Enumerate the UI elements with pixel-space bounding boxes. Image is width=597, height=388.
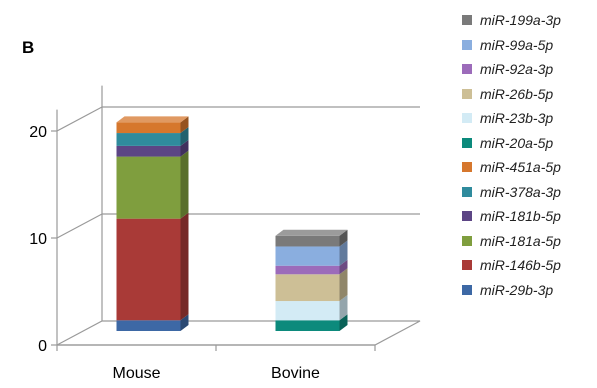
bar-segment-front xyxy=(116,133,181,146)
bar-segment-side xyxy=(180,212,189,321)
bar-top-face xyxy=(116,116,189,123)
legend-swatch xyxy=(462,39,472,50)
bar-top-face xyxy=(275,229,348,236)
y-tick-label: 10 xyxy=(29,231,47,248)
legend-swatch xyxy=(462,64,472,75)
chart-axes xyxy=(51,130,376,351)
bar-segment-side xyxy=(180,116,189,134)
bar-segment-front xyxy=(275,265,340,275)
bar-segment-front xyxy=(116,145,181,157)
legend-item: miR-378a-3p xyxy=(462,180,597,205)
bar-segment-side xyxy=(339,229,348,247)
legend-swatch xyxy=(462,186,472,197)
bar-segment-front xyxy=(116,156,181,219)
bar-segment-front xyxy=(275,235,340,247)
legend-swatch xyxy=(462,15,472,26)
bar-segment-side xyxy=(180,139,189,157)
legend-item: miR-99a-5p xyxy=(462,33,597,58)
bar-segment-side xyxy=(180,150,189,219)
legend-swatch xyxy=(462,211,472,222)
floor-outline xyxy=(56,320,421,346)
legend-label: miR-99a-5p xyxy=(480,36,554,53)
chart-gridlines xyxy=(56,106,420,239)
legend-item: miR-181a-5p xyxy=(462,229,597,254)
bar-segment-side xyxy=(180,127,189,146)
bar-stack-mouse xyxy=(116,116,189,331)
bar-segment-side xyxy=(180,314,189,331)
bar-segment-front xyxy=(275,320,340,331)
legend-item: miR-146b-5p xyxy=(462,253,597,278)
legend-label: miR-92a-3p xyxy=(480,61,554,78)
bar-stack-bovine xyxy=(275,229,348,331)
legend-swatch xyxy=(462,113,472,124)
legend-label: miR-378a-3p xyxy=(480,183,561,200)
bar-segment-front xyxy=(116,320,181,331)
legend-item: miR-29b-3p xyxy=(462,278,597,303)
legend-item: miR-23b-3p xyxy=(462,106,597,131)
x-category-label: Bovine xyxy=(271,365,320,382)
bar-segment-side xyxy=(339,259,348,275)
y-tick-label: 20 xyxy=(29,124,47,141)
bar-segment-front xyxy=(275,301,340,321)
gridline-side xyxy=(56,213,103,239)
chart-bars xyxy=(116,116,348,331)
gridline-side xyxy=(56,106,103,132)
panel-label: B xyxy=(22,38,35,57)
legend-swatch xyxy=(462,260,472,271)
x-category-label: Mouse xyxy=(112,365,160,382)
legend-swatch xyxy=(462,137,472,148)
legend-item: miR-451a-5p xyxy=(462,155,597,180)
legend-swatch xyxy=(462,235,472,246)
bar-segment-side xyxy=(339,268,348,302)
y-tick-label: 0 xyxy=(38,338,47,355)
legend-item: miR-92a-3p xyxy=(462,57,597,82)
legend-label: miR-23b-3p xyxy=(480,110,554,127)
legend-label: miR-199a-3p xyxy=(480,12,561,29)
legend-label: miR-20a-5p xyxy=(480,134,554,151)
bar-segment-front xyxy=(275,246,340,266)
legend-label: miR-451a-5p xyxy=(480,159,561,176)
bar-segment-front xyxy=(116,218,181,321)
bar-segment-side xyxy=(339,295,348,321)
legend-item: miR-20a-5p xyxy=(462,131,597,156)
bar-segment-front xyxy=(116,122,181,134)
legend-item: miR-26b-5p xyxy=(462,82,597,107)
legend-label: miR-181b-5p xyxy=(480,208,561,225)
chart-walls xyxy=(56,85,421,346)
legend-item: miR-199a-3p xyxy=(462,8,597,33)
legend-label: miR-29b-3p xyxy=(480,281,554,298)
legend-label: miR-181a-5p xyxy=(480,232,561,249)
bar-segment-side xyxy=(339,240,348,266)
bar-segment-side xyxy=(339,314,348,331)
chart-legend: miR-199a-3p miR-99a-5p miR-92a-3p miR-26b-5… xyxy=(462,8,597,302)
legend-label: miR-26b-5p xyxy=(480,85,554,102)
y-tick-labels: 0 10 20 xyxy=(29,124,47,355)
legend-item: miR-181b-5p xyxy=(462,204,597,229)
legend-label: miR-146b-5p xyxy=(480,257,561,274)
legend-swatch xyxy=(462,284,472,295)
x-category-labels: Mouse Bovine xyxy=(112,365,320,382)
legend-swatch xyxy=(462,88,472,99)
bar-segment-front xyxy=(275,274,340,302)
legend-swatch xyxy=(462,162,472,173)
